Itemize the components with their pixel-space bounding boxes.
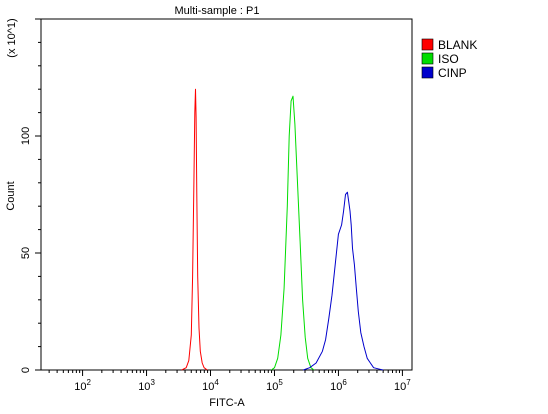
y-tick-label: 50 — [20, 247, 32, 259]
x-tick-label: 107 — [394, 378, 411, 393]
series-line-iso — [271, 95, 315, 371]
series-layer — [181, 88, 384, 371]
x-tick-label: 104 — [202, 378, 219, 393]
x-tick-label: 105 — [266, 378, 283, 393]
legend-swatch-blank — [421, 38, 434, 51]
y-axis-label: Count — [5, 181, 17, 210]
y-tick-label: 0 — [20, 367, 32, 373]
y-tick-label: 100 — [20, 127, 32, 145]
x-tick-label: 106 — [330, 378, 347, 393]
chart-title: Multi-sample : P1 — [175, 5, 260, 17]
legend-label-blank: BLANK — [438, 38, 477, 52]
x-axis-label: FITC-A — [209, 397, 245, 409]
legend-label-iso: ISO — [438, 52, 459, 66]
x-tick-label: 102 — [74, 378, 91, 393]
legend-swatch-iso — [421, 52, 434, 65]
y-scale-note: (x 10^1) — [6, 18, 18, 57]
x-axis-ticks: 102 103 104 105 106 107 — [48, 370, 411, 393]
plot-frame — [40, 18, 413, 371]
x-tick-label: 103 — [138, 378, 155, 393]
legend-label-cinp: CINP — [438, 66, 467, 80]
series-line-blank — [181, 88, 208, 371]
y-axis-ticks: 0 50 100 — [20, 18, 41, 373]
series-line-cinp — [303, 191, 384, 371]
legend-swatch-cinp — [421, 66, 434, 79]
